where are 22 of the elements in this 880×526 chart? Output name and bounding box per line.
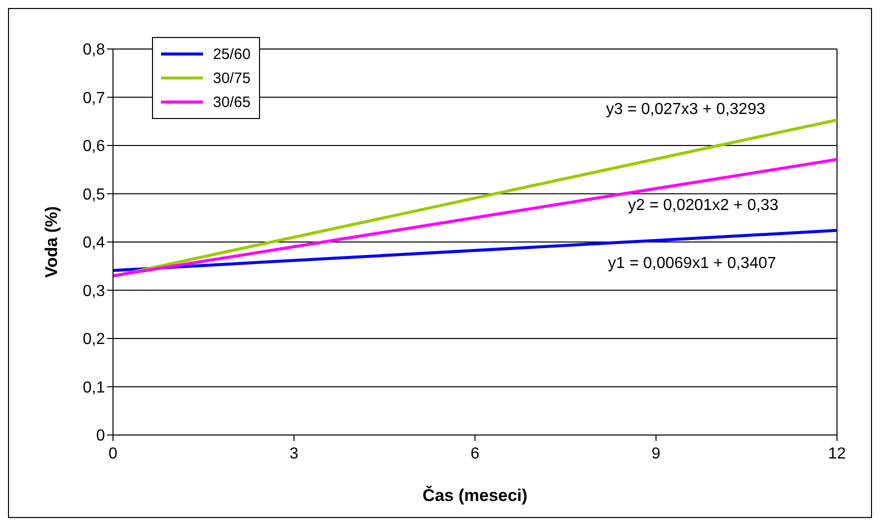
y-tick-label: 0,6 [82,138,106,156]
legend-label: 30/75 [213,70,251,86]
annotation: y2 = 0,0201x2 + 0,33 [628,197,778,215]
x-tick-label: 6 [470,445,480,462]
legend-label: 30/65 [213,94,251,110]
y-tick-label: 0,4 [82,234,106,252]
x-tick-label: 12 [828,445,846,462]
x-tick-label: 9 [652,445,661,462]
y-axis-title: Voda (%) [42,206,62,278]
y-tick-label: 0,8 [82,42,106,59]
x-tick-label: 0 [108,445,118,462]
y-tick-label: 0 [96,428,106,445]
y-tick-label: 0,3 [82,282,106,300]
y-tick-label: 0,7 [82,90,106,107]
y-tick-label: 0,5 [82,186,106,204]
y-tick-label: 0,2 [82,331,106,348]
x-tick-label: 3 [290,445,299,462]
annotation: y1 = 0,0069x1 + 0,3407 [608,255,776,273]
legend-label: 25/60 [213,46,251,62]
y-tick-label: 0,1 [82,379,106,396]
annotation: y3 = 0,027x3 + 0,3293 [606,101,766,119]
x-axis-title: Čas (meseci) [422,485,528,505]
